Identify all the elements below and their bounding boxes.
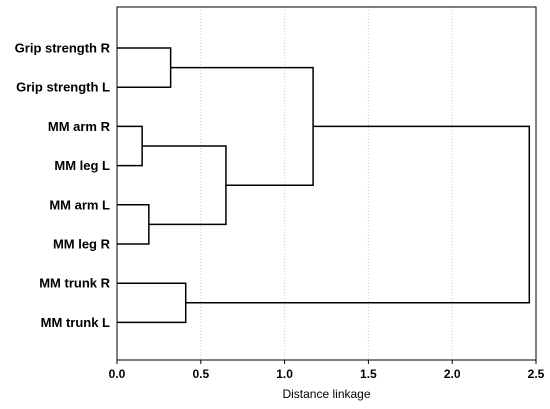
x-tick-label: 0.5 xyxy=(192,367,209,381)
x-tick-label: 1.5 xyxy=(360,367,377,381)
leaf-label: MM leg R xyxy=(53,237,111,252)
dendrogram-link xyxy=(117,125,143,167)
x-axis-ticks: 0.0 0.5 1.0 1.5 2.0 2.5 xyxy=(109,360,545,381)
dendrogram-link xyxy=(117,282,187,324)
leaf-label: MM arm L xyxy=(49,197,110,212)
leaf-label: MM trunk R xyxy=(39,276,110,291)
leaf-label: MM arm R xyxy=(48,119,111,134)
leaf-label: MM leg L xyxy=(54,158,110,173)
plot-frame xyxy=(116,6,537,361)
leaf-label: Grip strength L xyxy=(16,80,110,95)
x-tick-label: 2.5 xyxy=(528,367,545,381)
leaf-label: Grip strength R xyxy=(15,41,111,56)
dendrogram-link xyxy=(142,145,227,226)
dendrogram-link xyxy=(117,47,172,88)
dendrogram-links xyxy=(117,47,531,324)
x-axis-label: Distance linkage xyxy=(282,387,370,401)
leaf-label: MM trunk L xyxy=(41,315,110,330)
leaf-labels: Grip strength R Grip strength L MM arm R MM… xyxy=(15,41,111,330)
dendrogram-link xyxy=(185,125,531,304)
x-tick-label: 2.0 xyxy=(444,367,461,381)
grid-lines xyxy=(200,7,453,360)
dendrogram-link xyxy=(117,204,150,245)
x-tick-label: 0.0 xyxy=(109,367,126,381)
dendrogram-link xyxy=(170,66,314,186)
x-tick-label: 1.0 xyxy=(276,367,293,381)
